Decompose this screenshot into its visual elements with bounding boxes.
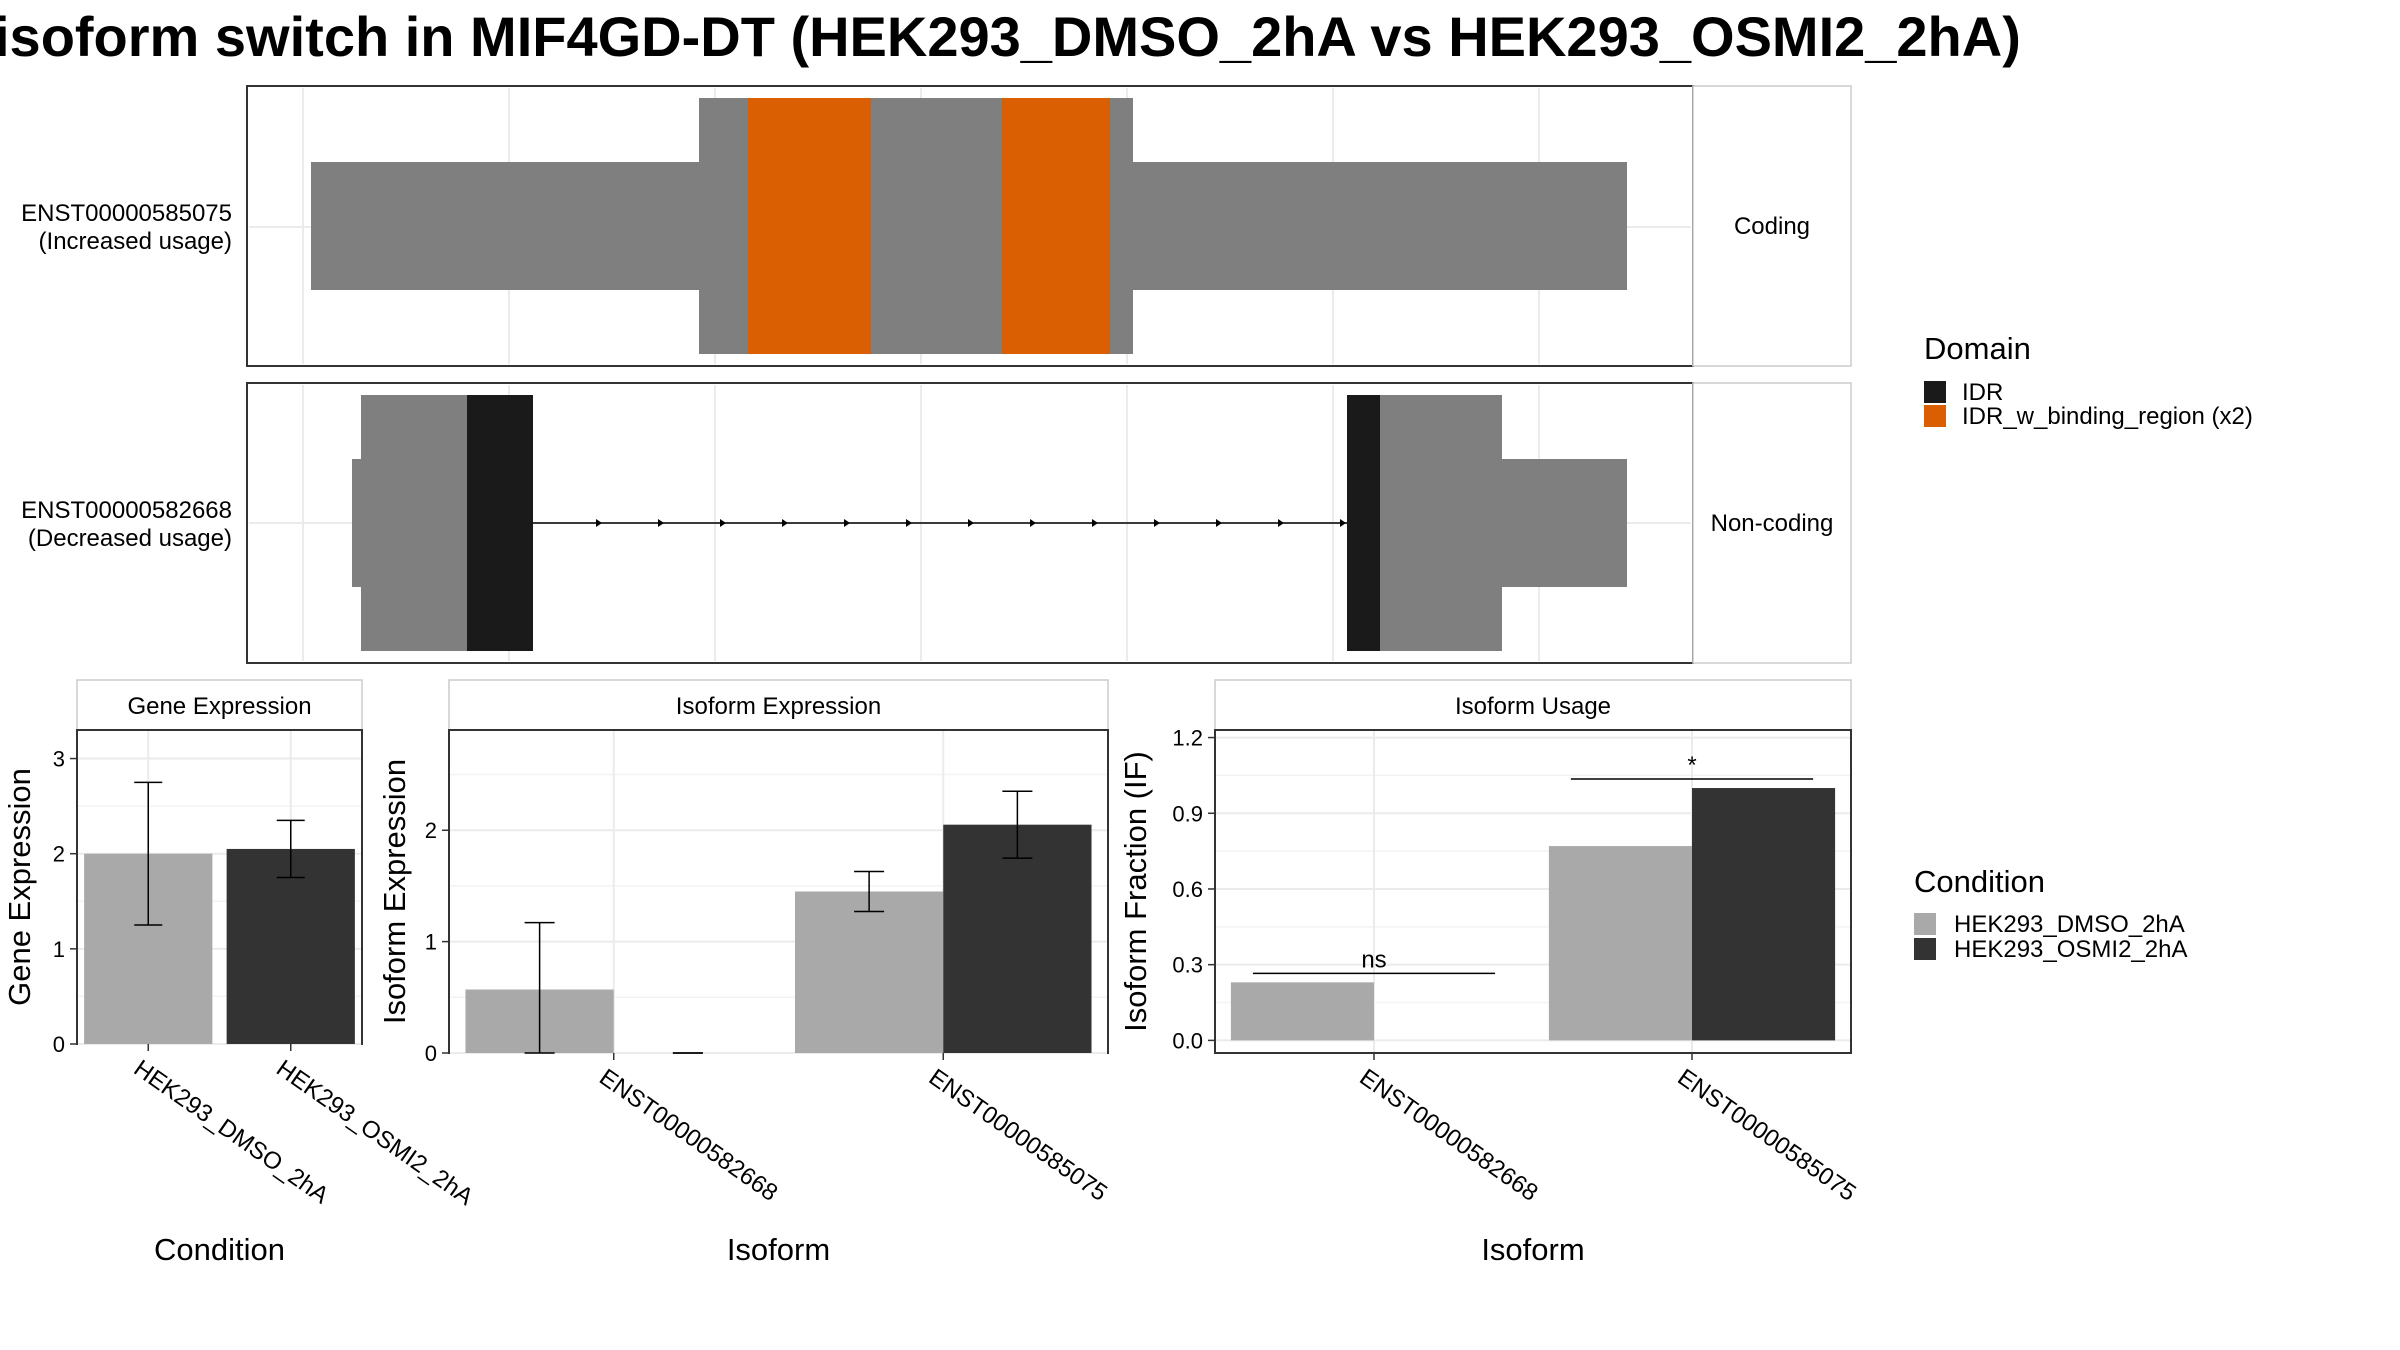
condition-legend-title: Condition xyxy=(1914,864,2045,899)
panel-strip xyxy=(1214,679,1852,731)
strip-coding xyxy=(1692,85,1852,367)
intron-direction-arrows xyxy=(596,519,1346,527)
y-axis-title: Isoform Fraction (IF) xyxy=(1118,751,1153,1032)
y-tick-label: 1 xyxy=(53,937,65,962)
bar-ENST00000585075-HEK293_DMSO_2hA xyxy=(1548,846,1692,1041)
strip-label-coding: Coding xyxy=(1734,213,1810,240)
bar-HEK293_OSMI2_2hA xyxy=(226,848,355,1044)
legend-label-idr: IDR xyxy=(1962,379,2003,406)
x-tick-label: ENST00000585075 xyxy=(1673,1064,1861,1207)
y-tick-label: 3 xyxy=(53,747,65,772)
utr-3-exon xyxy=(1112,162,1627,290)
condition-legend: Condition HEK293_DMSO_2hA HEK293_OSMI2_2… xyxy=(1914,864,2187,963)
legend-key-idr-binding xyxy=(1924,405,1946,427)
idr-binding-region-domain-1 xyxy=(748,98,871,354)
y-tick-label: 0.0 xyxy=(1172,1028,1203,1053)
bar-ENST00000585075-HEK293_OSMI2_2hA xyxy=(1692,788,1836,1041)
x-axis-title: Isoform xyxy=(727,1232,830,1267)
x-tick-label: ENST00000585075 xyxy=(924,1064,1112,1207)
y-tick-label: 0.6 xyxy=(1172,877,1203,902)
panel-title: Isoform Expression xyxy=(676,693,881,720)
y-tick-label: 1.2 xyxy=(1172,726,1203,751)
transcript-ENST00000585075-model xyxy=(311,98,1627,354)
transcript-structure-panel: Coding ENST00000585075 (Increased usage) xyxy=(21,85,1852,664)
bar-ENST00000585075-HEK293_DMSO_2hA xyxy=(794,891,944,1053)
legend-key-dmso xyxy=(1914,913,1936,935)
isoform-expression-chart: Isoform Expression 0 1 2 ENST00000582668 ENST… xyxy=(377,679,1112,1267)
x-tick-label: ENST00000582668 xyxy=(594,1064,782,1207)
transcript-usage-decreased: (Decreased usage) xyxy=(28,525,232,552)
strip-label-noncoding: Non-coding xyxy=(1711,510,1834,537)
x-axis-title: Condition xyxy=(154,1232,285,1267)
domain-legend: Domain IDR IDR_w_binding_region (x2) xyxy=(1924,331,2253,430)
transcript-label-increased: ENST00000585075 xyxy=(21,200,232,227)
x-axis-title: Isoform xyxy=(1481,1232,1584,1267)
legend-key-osmi2 xyxy=(1914,938,1936,960)
panel-strip xyxy=(76,679,363,731)
domain-legend-title: Domain xyxy=(1924,331,2031,366)
legend-label-dmso: HEK293_DMSO_2hA xyxy=(1954,911,2185,938)
strip-noncoding xyxy=(1692,382,1852,664)
y-tick-label: 2 xyxy=(425,818,437,843)
bar-ENST00000582668-HEK293_DMSO_2hA xyxy=(1230,982,1374,1041)
idr-binding-region-domain-2 xyxy=(1002,98,1110,354)
transcript-ENST00000582668-model xyxy=(352,395,1627,651)
isoform-usage-chart: Isoform Usage 0.0 0.3 0.6 0.9 1.2 ns * ENST00000… xyxy=(1118,679,1861,1267)
transcript-label-decreased: ENST00000582668 xyxy=(21,497,232,524)
utr-5-exon xyxy=(311,162,699,290)
idr-domain-2 xyxy=(1347,395,1381,651)
legend-key-idr xyxy=(1924,381,1946,403)
idr-domain-1 xyxy=(467,395,533,651)
exon-1 xyxy=(361,395,469,651)
y-tick-label: 0 xyxy=(53,1032,65,1057)
y-tick-label: 0.3 xyxy=(1172,953,1203,978)
figure-title: isoform switch in MIF4GD-DT (HEK293_DMSO… xyxy=(0,5,2021,68)
transcript-usage-increased: (Increased usage) xyxy=(39,228,232,255)
y-axis-title: Isoform Expression xyxy=(377,759,412,1024)
y-tick-label: 0.9 xyxy=(1172,801,1203,826)
panel-title: Gene Expression xyxy=(127,693,311,720)
exon-2 xyxy=(1380,395,1502,651)
y-tick-label: 2 xyxy=(53,842,65,867)
x-tick-label: ENST00000582668 xyxy=(1355,1064,1543,1207)
y-tick-label: 1 xyxy=(425,930,437,955)
exon-2-narrow xyxy=(1500,459,1627,587)
y-axis-title: Gene Expression xyxy=(2,768,37,1006)
panel-title: Isoform Usage xyxy=(1455,693,1611,720)
significance-label: ns xyxy=(1361,946,1386,973)
significance-label: * xyxy=(1687,752,1696,779)
legend-label-osmi2: HEK293_OSMI2_2hA xyxy=(1954,936,2187,963)
bar-ENST00000585075-HEK293_OSMI2_2hA xyxy=(943,824,1092,1053)
legend-label-idr-binding: IDR_w_binding_region (x2) xyxy=(1962,403,2253,430)
y-tick-label: 0 xyxy=(425,1041,437,1066)
